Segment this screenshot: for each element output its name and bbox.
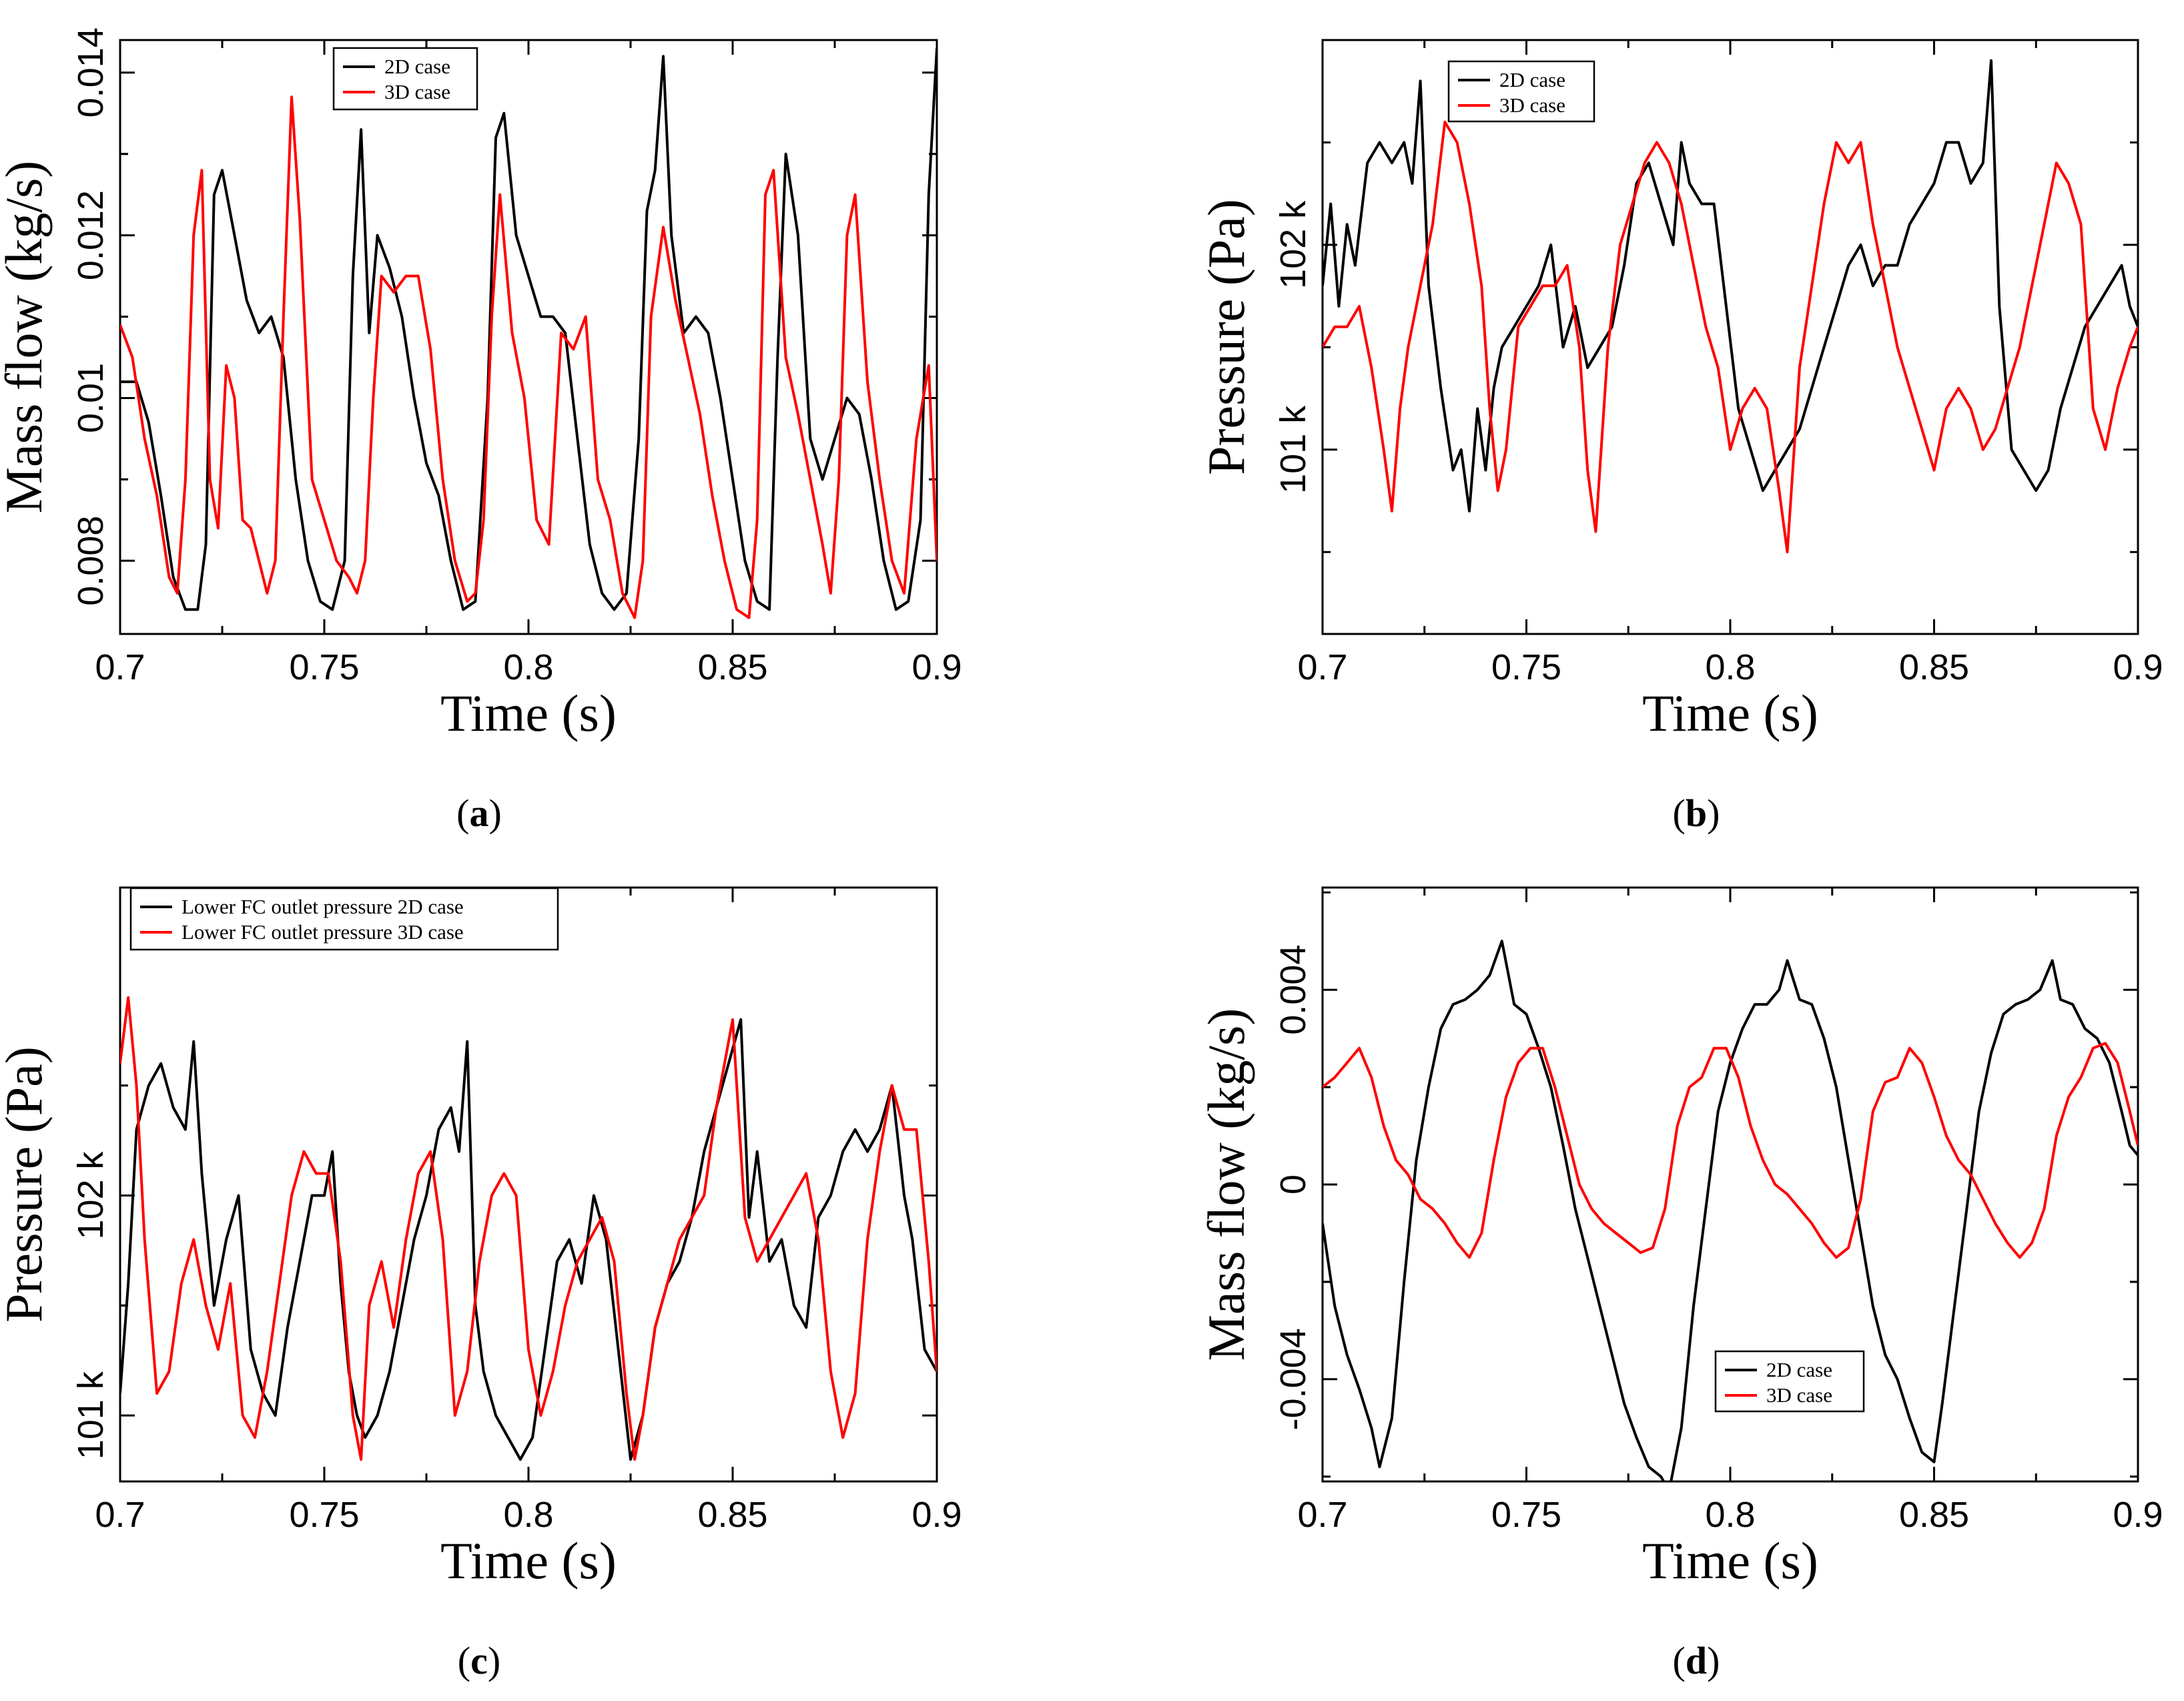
chart-c: 0.7 0.75 0.8 0.85 0.9 101 k 102 k Time (s) Press… — [0, 886, 962, 1590]
y-tick-label: 0.01 — [71, 363, 111, 433]
legend-label: 2D case — [1766, 1358, 1832, 1381]
legend-label: Lower FC outlet pressure 3D case — [181, 920, 464, 944]
series-group — [120, 996, 937, 1461]
x-tick-label: 0.7 — [95, 647, 145, 687]
series-group — [1323, 59, 2138, 554]
y-tick-label: 0.008 — [71, 516, 111, 606]
x-tick-label: 0.85 — [697, 647, 767, 687]
y-tick-label: 101 k — [1273, 405, 1313, 494]
x-tick-label: 0.75 — [1491, 1495, 1561, 1535]
chart-b: 0.7 0.75 0.8 0.85 0.9 101 k 102 k Time (s) Press… — [1197, 39, 2163, 742]
y-tick-label: -0.004 — [1273, 1328, 1313, 1430]
x-tick-label: 0.9 — [912, 1495, 962, 1535]
x-tick-label: 0.8 — [1705, 1495, 1755, 1535]
x-tick-label: 0.8 — [503, 647, 553, 687]
x-tick-label: 0.75 — [1491, 647, 1561, 687]
series-group — [1323, 940, 2138, 1481]
legend-label: 3D case — [1766, 1383, 1832, 1407]
y-tick-label: 0.014 — [71, 27, 111, 117]
y-axis-label: Pressure (Pa) — [0, 1046, 53, 1323]
x-tick-label: 0.85 — [1899, 647, 1969, 687]
x-tick-label: 0.7 — [1297, 647, 1347, 687]
caption-c: (c) — [457, 1639, 501, 1682]
series-line-3d — [120, 996, 937, 1461]
y-tick-label: 102 k — [1273, 200, 1313, 289]
x-tick-label: 0.9 — [2113, 1495, 2163, 1535]
series-group — [120, 48, 937, 619]
x-axis-label: Time (s) — [1642, 1532, 1818, 1590]
caption-b: (b) — [1672, 791, 1720, 835]
x-tick-label: 0.75 — [289, 647, 359, 687]
x-tick-label: 0.75 — [289, 1495, 359, 1535]
series-line-2d — [1323, 940, 2138, 1481]
series-line-2d — [120, 48, 937, 611]
series-line-3d — [1323, 1042, 2138, 1259]
chart-a: 0.7 0.75 0.8 0.85 0.9 0.008 0.01 0.012 0.014 Time… — [0, 27, 962, 742]
chart-panel-d: 0.7 0.75 0.8 0.85 0.9 -0.004 0 0.004 Time (s) Mas… — [1092, 851, 2184, 1701]
legend-box — [1447, 60, 1595, 123]
y-tick-label: 0 — [1273, 1174, 1313, 1195]
legend-label: Lower FC outlet pressure 2D case — [181, 895, 464, 918]
series-line-3d — [1323, 120, 2138, 554]
legend-label: 2D case — [384, 55, 450, 78]
chart-d: 0.7 0.75 0.8 0.85 0.9 -0.004 0 0.004 Time (s) Mas… — [1197, 886, 2163, 1590]
x-axis-label: Time (s) — [1642, 684, 1818, 742]
y-tick-label: 102 k — [71, 1150, 111, 1239]
series-line-3d — [120, 95, 937, 619]
x-tick-label: 0.7 — [1297, 1495, 1347, 1535]
y-tick-label: 0.012 — [71, 190, 111, 280]
series-line-2d — [1323, 59, 2138, 513]
x-axis-label: Time (s) — [440, 684, 617, 742]
x-tick-label: 0.8 — [503, 1495, 553, 1535]
y-axis-label: Mass flow (kg/s) — [1197, 1008, 1255, 1361]
legend-label: 3D case — [1499, 93, 1565, 117]
x-tick-label: 0.8 — [1705, 647, 1755, 687]
legend-box — [1714, 1350, 1865, 1413]
caption-d: (d) — [1672, 1639, 1720, 1682]
legend-label: 2D case — [1499, 68, 1565, 91]
y-axis-label: Mass flow (kg/s) — [0, 161, 53, 514]
series-line-2d — [120, 1018, 937, 1461]
x-tick-label: 0.9 — [2113, 647, 2163, 687]
y-tick-label: 101 k — [71, 1371, 111, 1459]
legend-box — [129, 887, 559, 951]
legend-box — [332, 47, 478, 111]
x-tick-label: 0.85 — [697, 1495, 767, 1535]
plot-area — [119, 39, 938, 635]
x-tick-label: 0.9 — [912, 647, 962, 687]
plot-area — [119, 886, 938, 1483]
x-tick-label: 0.7 — [95, 1495, 145, 1535]
x-axis-label: Time (s) — [440, 1532, 617, 1590]
y-tick-label: 0.004 — [1273, 945, 1313, 1035]
x-tick-label: 0.85 — [1899, 1495, 1969, 1535]
chart-panel-a: 0.7 0.75 0.8 0.85 0.9 0.008 0.01 0.012 0.014 Time… — [0, 0, 1092, 851]
chart-panel-c: 0.7 0.75 0.8 0.85 0.9 101 k 102 k Time (s) Press… — [0, 851, 1092, 1701]
chart-panel-b: 0.7 0.75 0.8 0.85 0.9 101 k 102 k Time (s) Press… — [1092, 0, 2184, 851]
legend-label: 3D case — [384, 80, 450, 103]
y-axis-label: Pressure (Pa) — [1197, 199, 1255, 475]
caption-a: (a) — [456, 791, 502, 835]
